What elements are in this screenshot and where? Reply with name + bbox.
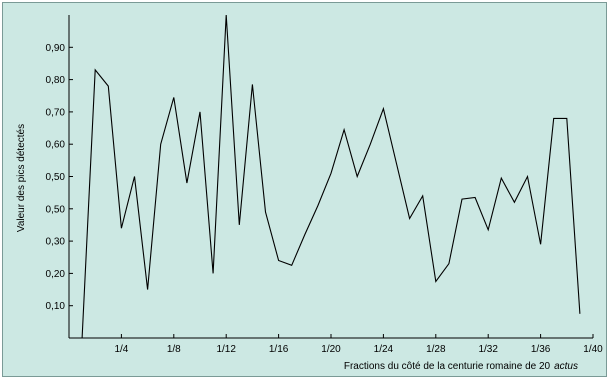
x-ticks: 1/4 1/8 1/12 1/16 1/20 1/24 1/28 1/32 1/36 1/40 xyxy=(114,334,603,355)
x-tick-label: 1/20 xyxy=(321,344,341,355)
x-tick-label: 1/4 xyxy=(114,344,128,355)
x-tick-label: 1/40 xyxy=(583,344,603,355)
x-tick-label: 1/24 xyxy=(374,344,394,355)
x-tick-label: 1/16 xyxy=(269,344,289,355)
y-tick-label: 0,10 xyxy=(46,301,66,312)
x-tick-label: 1/28 xyxy=(426,344,446,355)
y-ticks: 0,10 0,20 0,30 0,50 0,50 0,60 0,70 0,80 0,90 xyxy=(46,43,73,312)
y-tick-label: 0,90 xyxy=(46,43,66,54)
x-tick-label: 1/12 xyxy=(216,344,236,355)
x-tick-label: 1/36 xyxy=(531,344,551,355)
x-axis-label-unit: actus xyxy=(554,361,578,372)
y-tick-label: 0,20 xyxy=(46,269,66,280)
x-tick-label: 1/32 xyxy=(478,344,498,355)
x-axis-label: Fractions du côté de la centurie romaine… xyxy=(344,361,578,372)
y-tick-label: 0,50 xyxy=(46,204,66,215)
line-chart: 0,10 0,20 0,30 0,50 0,50 0,60 0,70 0,80 0,90 1/4… xyxy=(16,14,603,372)
y-tick-label: 0,70 xyxy=(46,107,66,118)
y-tick-label: 0,30 xyxy=(46,237,66,248)
y-axis-label: Valeur des pics détectés xyxy=(16,124,27,232)
y-tick-label: 0,50 xyxy=(46,172,66,183)
y-tick-label: 0,80 xyxy=(46,75,66,86)
x-tick-label: 1/8 xyxy=(167,344,181,355)
x-axis-label-main: Fractions du côté de la centurie romaine… xyxy=(344,361,551,372)
y-tick-label: 0,60 xyxy=(46,140,66,151)
series-line xyxy=(81,14,581,339)
